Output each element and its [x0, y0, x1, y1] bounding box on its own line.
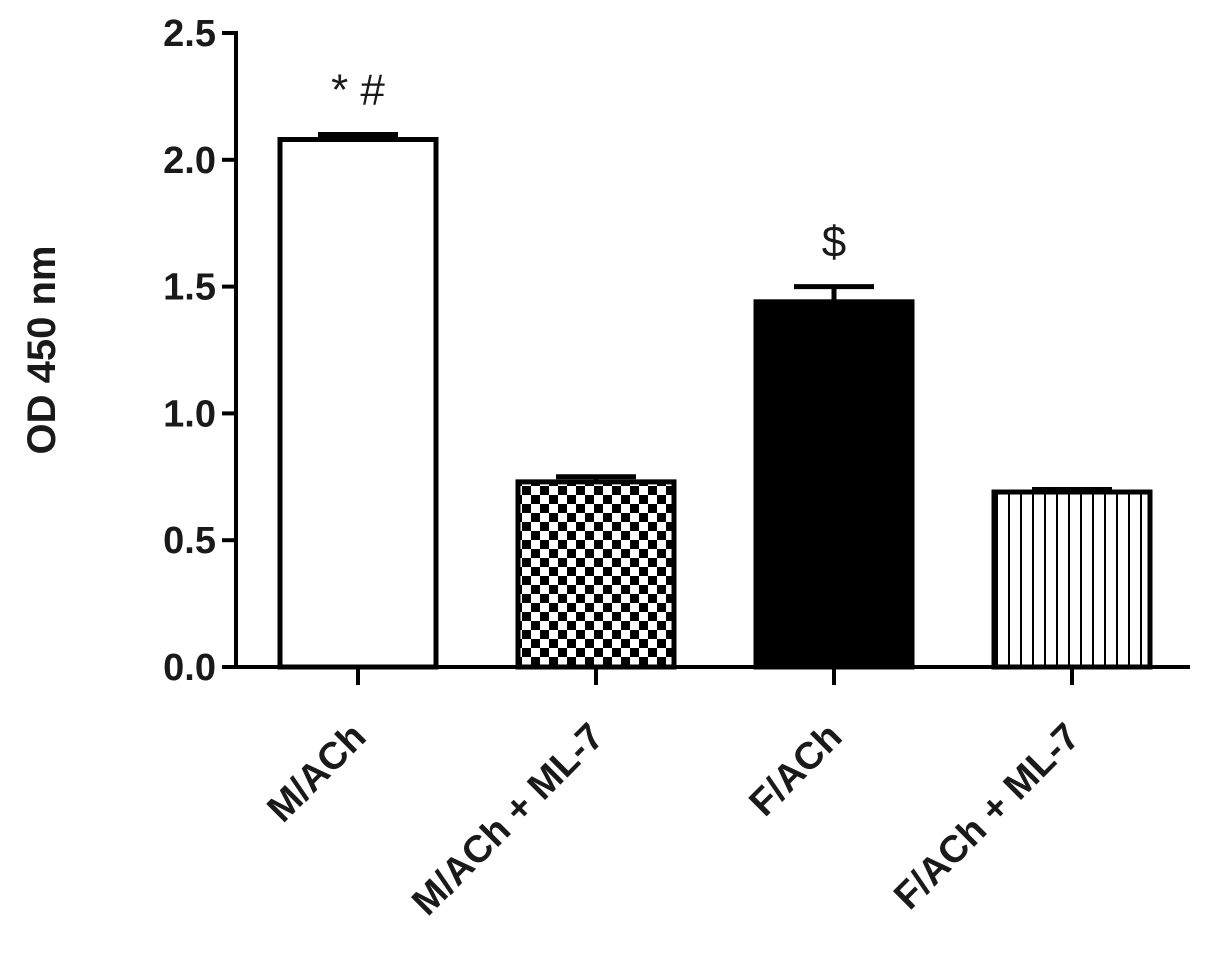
- bar: [277, 137, 439, 670]
- significance-annotation: * #: [331, 65, 385, 114]
- y-tick-label: 2.0: [163, 140, 216, 182]
- y-tick-label: 1.0: [163, 393, 216, 435]
- y-tick-label: 0.5: [163, 520, 216, 562]
- bars: [277, 131, 1153, 670]
- y-tick-label: 2.5: [163, 13, 216, 55]
- y-tick-label: 1.5: [163, 267, 216, 309]
- bar: [991, 489, 1153, 670]
- y-axis-label: OD 450 nm: [20, 246, 64, 455]
- category-label: M/ACh: [260, 716, 375, 831]
- significance-annotation: $: [822, 218, 846, 267]
- bar: [515, 479, 677, 670]
- category-label: F/ACh + ML-7: [886, 716, 1088, 918]
- bar: [753, 299, 915, 670]
- y-tick-label: 0.0: [163, 647, 216, 689]
- category-label: M/ACh + ML-7: [404, 716, 612, 924]
- category-label: F/ACh: [742, 716, 851, 825]
